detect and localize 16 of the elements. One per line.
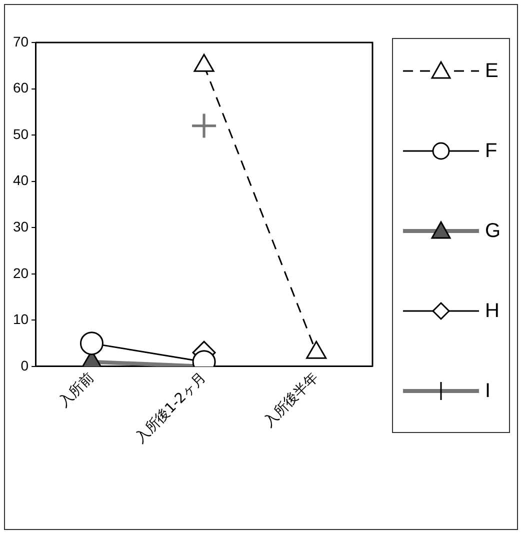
x-tick-label: 入所後1-2ヶ月 — [132, 369, 210, 446]
x-tick-label: 入所前 — [56, 369, 98, 410]
legend-label: I — [485, 380, 491, 402]
y-tick-label: 10 — [12, 311, 29, 328]
y-tick-label: 70 — [12, 33, 29, 50]
y-tick-label: 20 — [12, 264, 29, 281]
y-tick-label: 40 — [12, 172, 29, 188]
y-tick-label: 50 — [12, 126, 29, 142]
legend-label: H — [485, 300, 500, 322]
y-tick-label: 60 — [12, 80, 29, 96]
legend-label: G — [485, 220, 501, 242]
legend-label: E — [485, 60, 498, 82]
legend-label: F — [485, 140, 498, 162]
y-tick-label: 0 — [20, 357, 29, 374]
y-tick-label: 30 — [12, 218, 29, 234]
x-tick-label: 入所後半年 — [260, 369, 322, 430]
